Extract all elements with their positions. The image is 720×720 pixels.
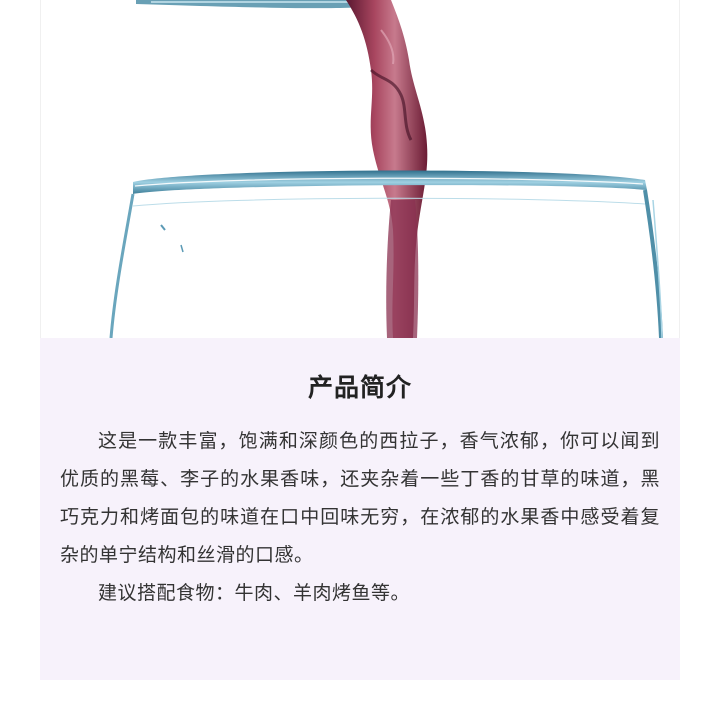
wine-pour-photo	[40, 0, 680, 338]
glass-rim	[133, 170, 647, 194]
glass-body	[109, 193, 135, 338]
product-card: 产品简介 这是一款丰富，饱满和深颜色的西拉子，香气浓郁，你可以闻到优质的黑莓、李…	[40, 0, 680, 680]
section-title: 产品简介	[307, 373, 412, 402]
intro-paragraph-pairing: 建议搭配食物：牛肉、羊肉烤鱼等。	[98, 582, 411, 604]
product-intro-section: 产品简介 这是一款丰富，饱满和深颜色的西拉子，香气浓郁，你可以闻到优质的黑莓、李…	[40, 338, 680, 680]
intro-text: 这是一款丰富，饱满和深颜色的西拉子，香气浓郁，你可以闻到优质的黑莓、李子的水果香…	[60, 422, 660, 612]
intro-paragraph-description: 这是一款丰富，饱满和深颜色的西拉子，香气浓郁，你可以闻到优质的黑莓、李子的水果香…	[60, 430, 660, 566]
